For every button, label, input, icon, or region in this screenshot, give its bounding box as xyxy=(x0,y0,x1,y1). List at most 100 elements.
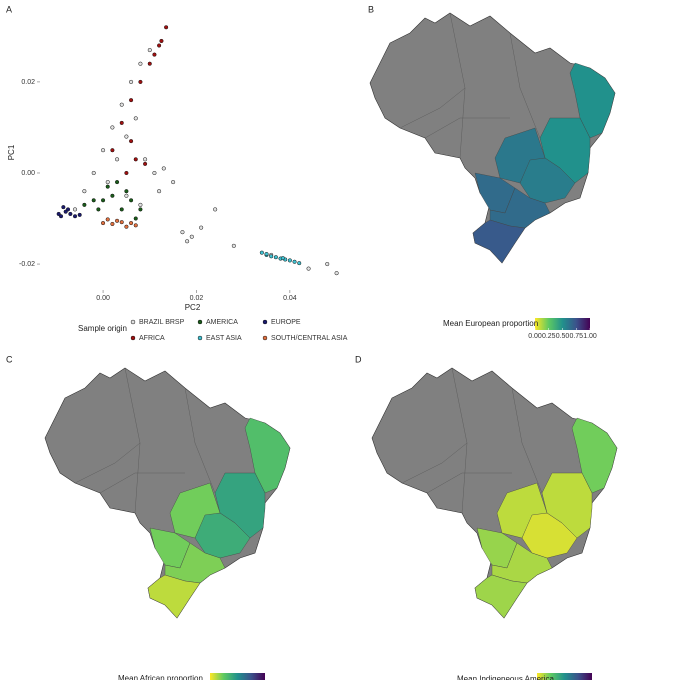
point xyxy=(61,205,66,210)
colorbar xyxy=(535,318,590,330)
point xyxy=(110,148,115,153)
point xyxy=(133,157,138,162)
colorbar xyxy=(210,673,265,680)
point xyxy=(269,254,274,259)
state xyxy=(541,472,593,539)
legend-label: BRAZIL BRSP xyxy=(139,319,185,326)
point xyxy=(325,261,330,267)
panel-label: B xyxy=(368,4,374,14)
legend-label: SOUTH/CENTRAL ASIA xyxy=(271,335,348,342)
state xyxy=(539,117,591,184)
y-tick-label: -0.02 xyxy=(19,261,35,268)
colorbar-tick-label: 0.00 xyxy=(528,333,542,340)
x-tick-label: 0.00 xyxy=(96,295,110,302)
point xyxy=(96,207,101,212)
point xyxy=(334,271,339,276)
legend-label: EAST ASIA xyxy=(206,335,242,342)
y-axis-label: PC1 xyxy=(7,144,16,160)
point xyxy=(72,207,78,212)
state xyxy=(474,574,528,619)
x-axis-label: PC2 xyxy=(185,303,201,312)
state xyxy=(194,512,251,559)
point xyxy=(259,250,264,255)
legend-marker xyxy=(130,319,136,325)
point xyxy=(124,189,129,194)
state-border xyxy=(99,472,185,494)
point xyxy=(159,38,164,44)
point xyxy=(58,214,64,219)
point xyxy=(124,134,129,139)
point xyxy=(143,157,148,162)
state xyxy=(147,574,201,619)
point xyxy=(110,193,115,198)
state xyxy=(472,219,526,264)
point xyxy=(101,148,106,153)
point xyxy=(129,79,134,84)
point xyxy=(133,216,138,221)
point xyxy=(133,223,138,228)
point xyxy=(119,120,124,125)
point xyxy=(157,43,162,48)
state xyxy=(521,512,578,559)
point xyxy=(138,61,143,66)
state xyxy=(569,62,616,139)
point xyxy=(105,180,110,185)
point xyxy=(171,180,176,185)
point xyxy=(91,170,96,176)
legend-marker xyxy=(130,335,136,341)
legend-marker xyxy=(197,319,203,325)
state-border xyxy=(509,32,541,139)
state-border xyxy=(426,472,512,494)
x-tick-label: 0.04 xyxy=(283,295,297,302)
legend-marker xyxy=(197,335,203,341)
point xyxy=(147,61,152,66)
point xyxy=(77,212,82,217)
point xyxy=(297,261,302,266)
point xyxy=(152,52,157,57)
point xyxy=(119,207,124,212)
point xyxy=(129,198,134,203)
point xyxy=(124,170,129,176)
point xyxy=(287,258,292,263)
point xyxy=(110,221,115,227)
state xyxy=(494,127,546,184)
state xyxy=(571,417,618,494)
point xyxy=(129,98,134,103)
point xyxy=(65,207,71,212)
point xyxy=(101,198,106,203)
colorbar-tick-label: 0.75 xyxy=(569,333,583,340)
point xyxy=(306,266,311,271)
point xyxy=(189,234,194,239)
state xyxy=(496,482,548,539)
legend-title: Mean European proportion xyxy=(443,319,538,328)
point xyxy=(280,256,285,261)
point xyxy=(147,48,152,53)
legend-marker xyxy=(262,335,268,341)
colorbar-tick-label: 1.00 xyxy=(583,333,597,340)
point xyxy=(292,259,297,264)
point xyxy=(157,189,162,194)
point xyxy=(82,202,87,207)
state-border xyxy=(424,117,510,139)
legend-marker xyxy=(262,319,268,325)
point xyxy=(119,220,124,225)
state xyxy=(214,472,266,539)
legend-label: AMERICA xyxy=(206,319,238,326)
point xyxy=(231,243,236,248)
point xyxy=(138,207,143,212)
point xyxy=(115,180,120,185)
point xyxy=(124,193,129,198)
panel-label: A xyxy=(6,4,12,14)
point xyxy=(101,221,106,226)
point xyxy=(115,157,120,162)
state-border xyxy=(184,387,216,494)
y-tick-label: 0.02 xyxy=(21,79,35,86)
point xyxy=(82,189,87,194)
point xyxy=(115,218,120,223)
point xyxy=(199,225,204,230)
point xyxy=(133,116,138,121)
legend-label: AFRICA xyxy=(139,335,165,342)
state-border xyxy=(401,442,468,484)
panel-label: C xyxy=(6,354,13,364)
